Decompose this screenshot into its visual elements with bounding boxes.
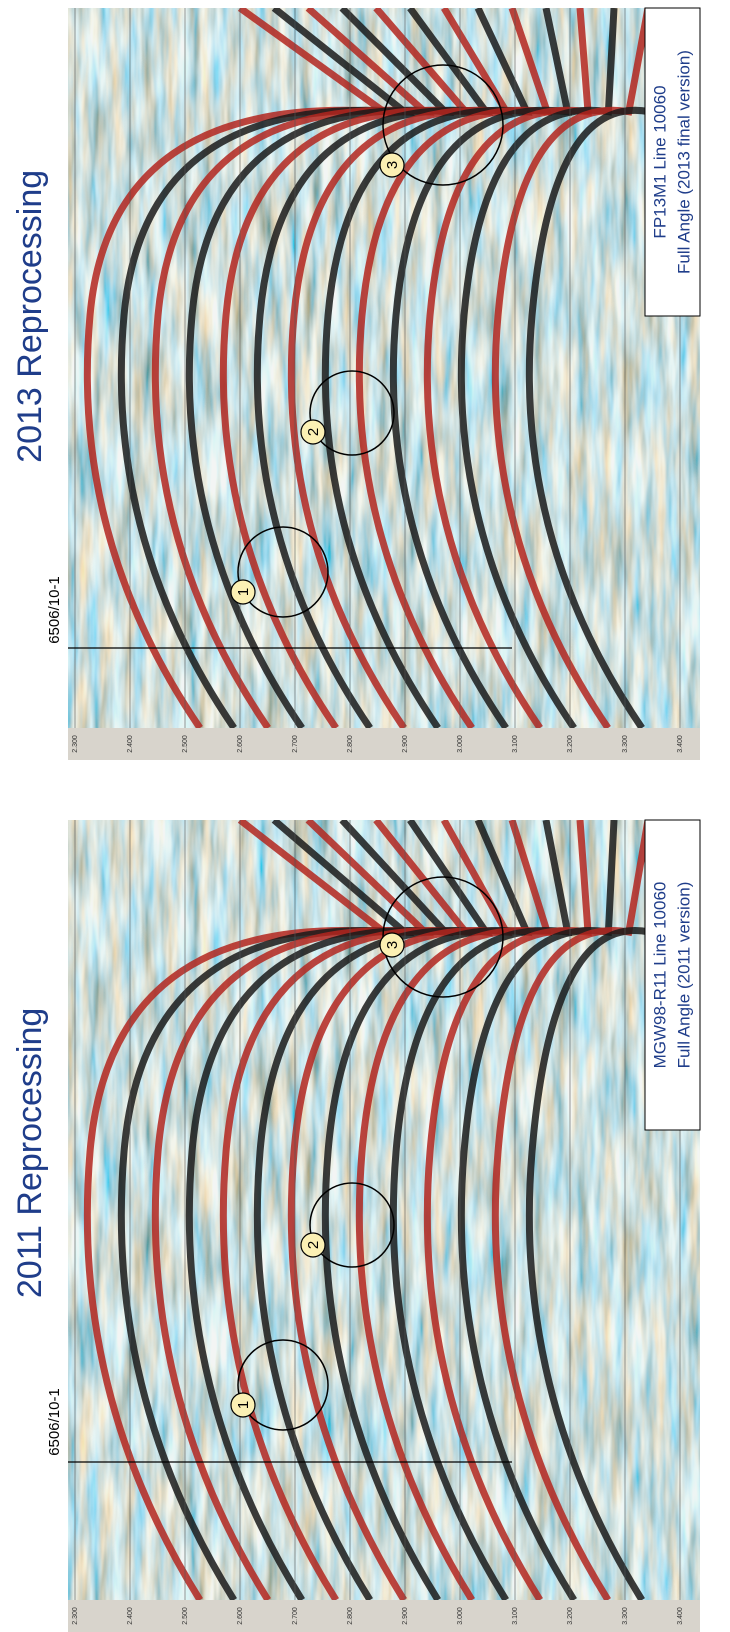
marker-label: 3	[384, 161, 401, 169]
time-tick-label: 2.500	[182, 735, 189, 753]
time-tick-label: 2.700	[292, 1607, 299, 1625]
time-tick-label: 2.900	[402, 1607, 409, 1625]
time-tick-label: 2.300	[72, 1607, 79, 1625]
time-tick-label: 3.200	[567, 1607, 574, 1625]
slide-canvas: 2011 Reprocessing 2.300 2.400 2.500 2.600 2.7…	[0, 0, 730, 1632]
time-tick-label: 2.500	[182, 1607, 189, 1625]
time-tick-label: 2.600	[237, 1607, 244, 1625]
panel: 2011 Reprocessing 2.300 2.400 2.500 2.600 2.7…	[11, 820, 700, 1632]
info-line-1: FP13M1 Line 10060	[650, 85, 669, 238]
time-tick-label: 3.000	[457, 735, 464, 753]
time-tick-label: 3.400	[677, 735, 684, 753]
time-tick-label: 2.400	[127, 1607, 134, 1625]
panel-title: 2013 Reprocessing	[11, 170, 49, 463]
time-tick-label: 2.400	[127, 735, 134, 753]
time-tick-label: 2.300	[72, 735, 79, 753]
marker-label: 1	[235, 588, 252, 596]
info-line-2: Full Angle (2011 version)	[674, 882, 693, 1069]
time-tick-label: 2.600	[237, 735, 244, 753]
time-tick-label: 2.900	[402, 735, 409, 753]
marker-label: 3	[384, 941, 401, 949]
time-tick-label: 2.800	[347, 1607, 354, 1625]
time-tick-label: 3.400	[677, 1607, 684, 1625]
time-tick-label: 2.700	[292, 735, 299, 753]
well-label: 6506/10-1	[46, 1388, 63, 1456]
slide: 2011 Reprocessing 2.300 2.400 2.500 2.600 2.7…	[0, 0, 730, 1632]
time-tick-label: 3.000	[457, 1607, 464, 1625]
info-line-1: MGW98-R11 Line 10060	[650, 882, 669, 1069]
time-tick-label: 3.100	[512, 1607, 519, 1625]
time-tick-label: 3.300	[622, 735, 629, 753]
time-tick-label: 3.100	[512, 735, 519, 753]
tick-column	[68, 728, 700, 760]
marker-label: 1	[235, 1401, 252, 1409]
marker-label: 2	[305, 1241, 322, 1249]
marker-label: 2	[305, 428, 322, 436]
panel: 2013 Reprocessing 2.300 2.400 2.500 2.600 2.7…	[11, 8, 700, 760]
panel-title: 2011 Reprocessing	[11, 1008, 49, 1298]
time-tick-label: 3.300	[622, 1607, 629, 1625]
time-tick-label: 3.200	[567, 735, 574, 753]
well-label: 6506/10-1	[46, 576, 63, 644]
time-tick-label: 2.800	[347, 735, 354, 753]
page: {"panels": [ {"title": "2011 Reprocessin…	[0, 0, 730, 1632]
tick-column	[68, 1600, 700, 1632]
info-line-2: Full Angle (2013 final version)	[674, 50, 693, 274]
